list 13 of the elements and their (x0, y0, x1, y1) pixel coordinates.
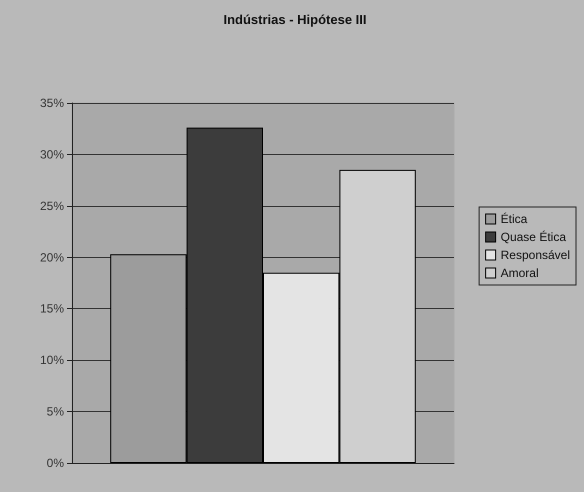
y-tick-label: 5% (46, 404, 64, 419)
y-tick-label: 10% (40, 353, 64, 368)
y-tick-label: 30% (40, 147, 64, 162)
y-tick-label: 20% (40, 250, 64, 264)
chart-title: Indústrias - Hipótese III (223, 12, 367, 27)
legend-label: Quase Ética (500, 230, 566, 244)
y-tick-label: 35% (40, 96, 64, 110)
legend-label: Responsável (500, 248, 570, 262)
y-tick-label: 15% (40, 302, 64, 316)
legend-label: Ética (500, 212, 528, 226)
y-tick-label: 0% (46, 456, 64, 470)
y-tick-label: 25% (40, 198, 64, 213)
legend-label: Amoral (500, 266, 539, 280)
